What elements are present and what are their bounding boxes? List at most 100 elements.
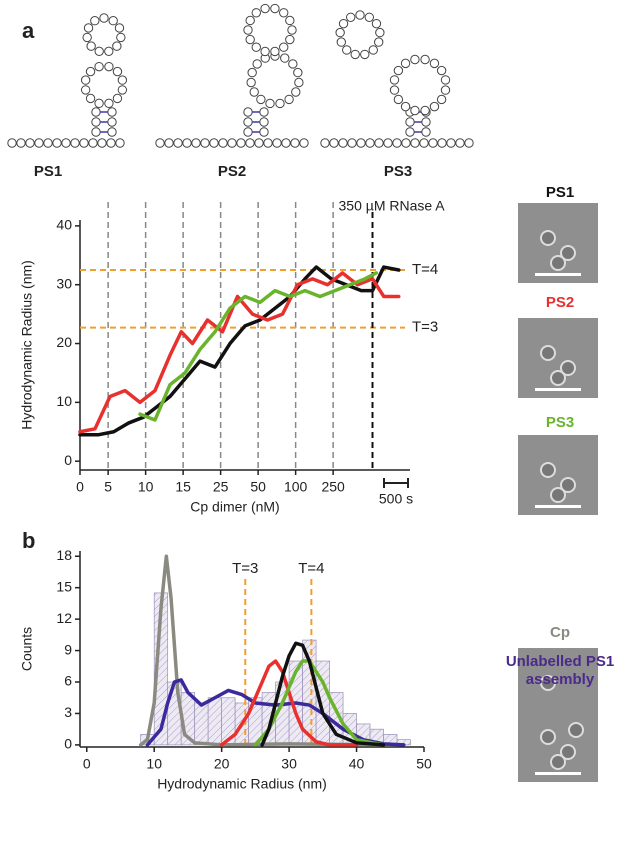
nucleotide	[285, 15, 295, 26]
nucleotide	[281, 138, 291, 148]
x-tick-label: 250	[321, 479, 345, 495]
nucleotide	[383, 138, 393, 148]
nucleotide	[43, 138, 53, 148]
series-line	[78, 265, 401, 437]
nucleotide	[246, 77, 256, 88]
nucleotide	[436, 65, 447, 76]
nucleotide	[99, 13, 109, 23]
particle	[550, 255, 566, 271]
x-axis-title: Hydrodynamic Radius (nm)	[157, 776, 327, 792]
nucleotide	[260, 46, 270, 57]
nucleotide	[85, 66, 96, 77]
micrographs	[518, 203, 598, 782]
x-tick-label: 100	[284, 479, 308, 495]
x-tick-label: 50	[416, 756, 432, 772]
nucleotide	[455, 138, 465, 148]
nucleotide	[368, 45, 378, 55]
nucleotide	[284, 94, 294, 105]
nucleotide	[61, 138, 71, 148]
micrograph-label: PS2	[545, 294, 575, 311]
nucleotide	[200, 138, 210, 148]
nucleotide	[429, 101, 440, 112]
nucleotide	[259, 107, 269, 117]
nucleotide	[34, 138, 44, 148]
nucleotide	[355, 10, 365, 20]
nucleotide	[82, 32, 92, 43]
particle	[540, 345, 556, 361]
nucleotide	[259, 127, 269, 137]
nucleotide	[421, 127, 431, 137]
nucleotide	[97, 138, 107, 148]
scale-bar	[535, 505, 581, 508]
rna-structures	[7, 3, 474, 148]
nucleotide	[299, 138, 309, 148]
nucleotide	[112, 93, 123, 104]
y-tick-label: 15	[56, 578, 72, 594]
y-tick-label: 30	[56, 275, 72, 291]
y-tick-label: 3	[64, 704, 72, 720]
reference-label: T=4	[412, 261, 438, 278]
nucleotide	[182, 138, 192, 148]
series-line	[145, 678, 406, 747]
nucleotide	[94, 61, 104, 72]
nucleotide	[336, 37, 346, 47]
x-tick-label: 0	[83, 756, 91, 772]
nucleotide	[393, 65, 404, 76]
nucleotide	[280, 53, 290, 63]
nucleotide	[279, 42, 289, 52]
nucleotide	[260, 3, 270, 14]
particle	[550, 754, 566, 770]
nucleotide	[263, 138, 273, 148]
nucleotide	[446, 138, 456, 148]
nucleotide	[420, 54, 430, 65]
nucleotide	[94, 98, 104, 109]
nucleotide	[256, 94, 266, 105]
nucleotide	[116, 32, 126, 43]
nucleotide	[440, 85, 451, 95]
nucleotide	[392, 138, 402, 148]
nucleotide	[249, 87, 259, 97]
nucleotide	[245, 34, 255, 45]
nucleotide	[91, 127, 101, 137]
particle	[560, 360, 576, 376]
structure-label: PS1	[34, 163, 62, 180]
nucleotide	[79, 138, 89, 148]
micrograph-label: Cp	[550, 624, 570, 641]
nucleotide	[410, 105, 420, 116]
nucleotide	[104, 98, 114, 109]
nucleotide	[259, 117, 269, 127]
y-axis-title: Hydrodynamic Radius (nm)	[19, 260, 35, 430]
nucleotide	[436, 94, 447, 105]
rnase-label: 350 µM RNase A	[339, 198, 446, 214]
nucleotide	[94, 46, 104, 57]
scale-bar	[535, 772, 581, 775]
scale-bar	[535, 388, 581, 391]
nucleotide	[287, 25, 297, 35]
nucleotide	[347, 138, 357, 148]
nucleotide	[236, 138, 246, 148]
nucleotide	[291, 87, 301, 97]
particle	[560, 245, 576, 261]
nucleotide	[421, 117, 431, 127]
nucleotide	[209, 138, 219, 148]
nucleotide	[245, 138, 255, 148]
nucleotide	[360, 49, 370, 60]
nucleotide	[252, 59, 262, 69]
nucleotide	[464, 138, 474, 148]
nucleotide	[243, 117, 253, 127]
nucleotide	[108, 15, 118, 26]
nucleotide	[251, 42, 261, 52]
x-tick-label: 50	[250, 479, 266, 495]
nucleotide	[117, 85, 128, 95]
nucleotide	[90, 15, 100, 26]
y-axis-title: Counts	[19, 627, 35, 671]
histogram-bar	[207, 697, 222, 746]
reference-label: T=4	[298, 560, 324, 577]
nucleotide	[440, 75, 451, 85]
x-tick-label: 5	[104, 479, 112, 495]
nucleotide	[393, 94, 404, 105]
reference-label: T=3	[412, 319, 438, 336]
nucleotide	[164, 138, 174, 148]
micrograph-label: PS3	[545, 414, 575, 431]
